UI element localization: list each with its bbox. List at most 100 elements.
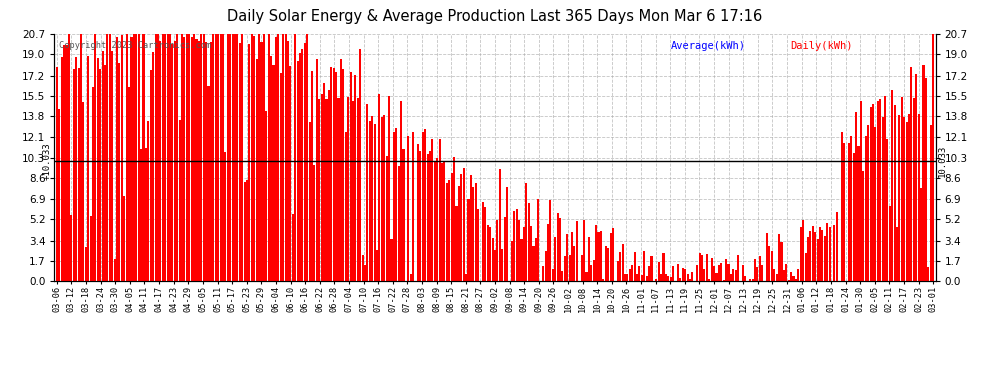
Bar [75, 57, 77, 281]
Bar [314, 165, 316, 281]
Bar [253, 36, 255, 281]
Bar [326, 99, 328, 281]
Bar [126, 34, 128, 281]
Bar [855, 112, 857, 281]
Bar [607, 248, 609, 281]
Bar [496, 220, 498, 281]
Bar [829, 227, 831, 281]
Bar [354, 75, 356, 281]
Bar [195, 39, 198, 281]
Bar [229, 34, 232, 281]
Bar [738, 255, 740, 281]
Bar [198, 41, 200, 281]
Bar [850, 136, 852, 281]
Bar [814, 232, 816, 281]
Bar [595, 225, 597, 281]
Bar [805, 253, 807, 281]
Bar [321, 94, 323, 281]
Bar [523, 226, 525, 281]
Bar [92, 87, 94, 281]
Bar [862, 171, 864, 281]
Bar [345, 132, 346, 281]
Bar [260, 42, 262, 281]
Bar [629, 269, 631, 281]
Bar [208, 86, 210, 281]
Bar [665, 274, 667, 281]
Bar [80, 34, 82, 281]
Bar [94, 34, 96, 281]
Bar [340, 59, 342, 281]
Bar [704, 269, 706, 281]
Bar [901, 97, 903, 281]
Bar [511, 242, 513, 281]
Bar [171, 44, 173, 281]
Bar [277, 34, 279, 281]
Bar [884, 96, 886, 281]
Bar [489, 227, 491, 281]
Bar [819, 227, 821, 281]
Bar [390, 239, 392, 281]
Bar [270, 56, 272, 281]
Bar [143, 34, 145, 281]
Bar [359, 49, 361, 281]
Bar [420, 151, 422, 281]
Bar [272, 65, 274, 281]
Bar [217, 34, 219, 281]
Bar [361, 255, 363, 281]
Bar [309, 122, 311, 281]
Bar [333, 68, 335, 281]
Bar [918, 114, 920, 281]
Bar [721, 263, 723, 281]
Bar [371, 116, 373, 281]
Bar [338, 98, 340, 281]
Bar [817, 239, 819, 281]
Text: Copyright 2023 Cartronics.com: Copyright 2023 Cartronics.com [58, 41, 211, 50]
Bar [58, 108, 60, 281]
Bar [802, 219, 804, 281]
Bar [886, 139, 888, 281]
Bar [644, 251, 645, 281]
Bar [513, 211, 515, 281]
Text: 10.033: 10.033 [939, 145, 947, 177]
Bar [742, 265, 743, 281]
Bar [834, 225, 836, 281]
Bar [751, 279, 753, 281]
Bar [239, 43, 241, 281]
Bar [275, 37, 277, 281]
Bar [351, 101, 354, 281]
Bar [395, 128, 397, 281]
Bar [215, 34, 217, 281]
Bar [554, 237, 556, 281]
Bar [136, 34, 138, 281]
Bar [311, 72, 313, 281]
Bar [913, 98, 915, 281]
Bar [106, 34, 109, 281]
Bar [77, 68, 79, 281]
Bar [578, 280, 580, 281]
Bar [528, 203, 530, 281]
Bar [114, 259, 116, 281]
Bar [292, 214, 294, 281]
Bar [161, 34, 163, 281]
Bar [85, 247, 87, 281]
Bar [641, 275, 643, 281]
Bar [689, 279, 691, 281]
Bar [65, 45, 67, 281]
Bar [237, 34, 239, 281]
Bar [667, 276, 669, 281]
Bar [465, 274, 467, 281]
Bar [624, 274, 626, 281]
Bar [551, 269, 553, 281]
Bar [455, 206, 457, 281]
Bar [318, 99, 321, 281]
Bar [424, 129, 427, 281]
Bar [145, 148, 147, 281]
Bar [869, 107, 871, 281]
Bar [188, 34, 190, 281]
Bar [301, 49, 303, 281]
Bar [843, 143, 845, 281]
Bar [583, 220, 585, 281]
Bar [398, 166, 400, 281]
Bar [598, 232, 600, 281]
Bar [410, 274, 412, 281]
